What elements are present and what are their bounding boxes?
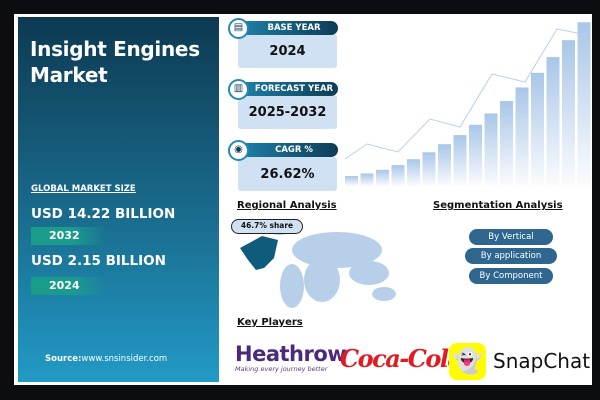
decorative-bar <box>531 72 544 186</box>
decorative-bar <box>500 101 513 186</box>
source-url: www.snsinsider.com <box>81 354 168 364</box>
decorative-bar <box>391 165 405 186</box>
decorative-bar <box>438 144 451 186</box>
base-year-label: BASE YEAR <box>242 21 338 35</box>
forecast-year-label: FORECAST YEAR <box>242 82 338 96</box>
market-size-2024: USD 2.15 BILLION <box>31 253 166 269</box>
regional-share-callout: 46.7% share <box>231 219 303 234</box>
decorative-bar <box>577 22 591 186</box>
snapchat-ghost-icon: 👻 <box>449 343 486 380</box>
decorative-bar <box>546 57 560 186</box>
decorative-bar <box>345 176 358 186</box>
cagr-value: 26.62% <box>238 157 337 191</box>
year-badge-2032: 2032 <box>31 227 106 245</box>
segment-by-application[interactable]: By application <box>465 248 557 264</box>
heathrow-tagline: Making every journey better <box>235 365 328 373</box>
regional-analysis-heading: Regional Analysis <box>237 200 337 211</box>
market-size-2032: USD 14.22 BILLION <box>31 206 176 222</box>
base-year-value: 2024 <box>238 34 337 68</box>
chart-icon: ▥ <box>228 79 249 100</box>
growth-icon: ◉ <box>228 140 249 161</box>
decorative-bar <box>469 124 482 186</box>
snapchat-name: SnapChat <box>493 349 591 373</box>
heathrow-name: Heathrow <box>235 342 347 366</box>
left-panel <box>18 17 219 382</box>
decorative-trend-line <box>344 28 588 160</box>
decorative-bar <box>515 87 529 186</box>
year-badge-2024: 2024 <box>31 277 106 295</box>
source-label: Source: <box>45 354 82 364</box>
decorative-growth-chart <box>344 22 591 187</box>
coca-cola-logo: Coca-Cola <box>340 344 463 373</box>
segment-by-vertical[interactable]: By Vertical <box>469 229 553 245</box>
cagr-label: CAGR % <box>242 143 338 157</box>
key-players-heading: Key Players <box>237 317 303 328</box>
heathrow-logo: Heathrow Making every journey better <box>235 342 347 373</box>
decorative-bar <box>453 135 467 186</box>
segment-by-component[interactable]: By Component <box>469 268 553 284</box>
decorative-bar <box>376 169 389 186</box>
document-icon: ▤ <box>228 18 249 39</box>
forecast-year-value: 2025-2032 <box>238 95 337 129</box>
global-market-size-label: GLOBAL MARKET SIZE <box>31 184 136 194</box>
north-america-region <box>240 236 278 270</box>
source-text: Source:www.snsinsider.com <box>45 354 167 364</box>
page-title: Insight Engines Market <box>30 37 200 87</box>
segmentation-analysis-heading: Segmentation Analysis <box>433 200 563 211</box>
decorative-bar <box>422 152 436 186</box>
decorative-bar <box>407 159 420 186</box>
decorative-bar <box>360 173 374 186</box>
decorative-bar <box>562 40 575 187</box>
decorative-bar <box>484 113 498 186</box>
